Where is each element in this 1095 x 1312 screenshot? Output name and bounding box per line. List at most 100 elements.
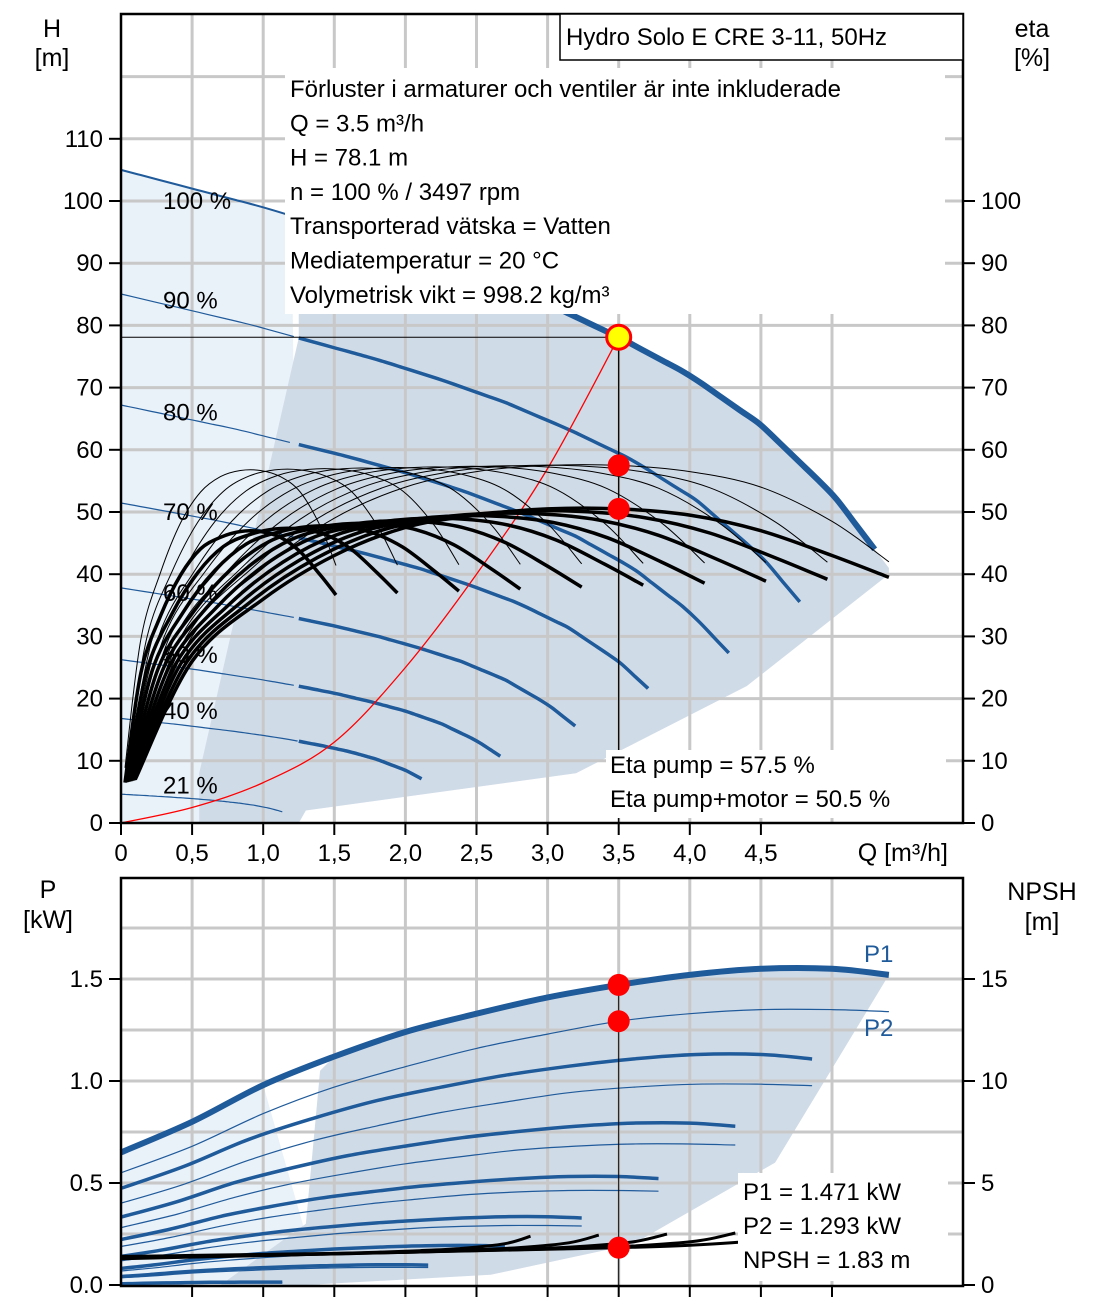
npsh-text: NPSH = 1.83 m [743,1247,910,1274]
y-tick-label: 100 [63,188,103,215]
eta-pump-curve [125,468,398,768]
power-text-box [738,1173,948,1281]
x-tick-label: 3,5 [602,840,635,867]
p1-curve-50 [120,1243,505,1271]
info-lines: Förluster i armaturer och ventiler är in… [290,76,841,309]
y-tick-label: 110 [65,126,103,153]
p-tick-label: 0.5 [70,1170,103,1197]
eta-curves [123,464,890,783]
head-curve-60 [298,616,577,728]
p1-curve-label: P1 [864,941,893,968]
power-curves [119,965,890,1286]
y-tick-label: 60 [76,437,103,464]
y-tick-label: 0 [90,810,103,837]
p2-curve-70 [120,1189,659,1248]
npsh-tick-label: 5 [981,1170,994,1197]
top-plot-frame [119,12,965,825]
p1-text: P1 = 1.471 kW [743,1179,901,1206]
x-tick-label: 3,0 [531,840,564,867]
y2-tick-label: 80 [981,312,1008,339]
speed-label: 90 % [163,288,218,315]
p2-marker [607,1010,630,1033]
info-line: Transporterad vätska = Vatten [290,213,611,240]
npsh-marker [607,1236,630,1259]
y2-axis-label-eta: eta [1015,15,1050,43]
x-tick-label: 0 [114,840,127,867]
top-axis-ticks: 0 0,5 1,0 1,5 2,0 2,5 3,0 3,5 4,0 4,5 0 10 20 30 40 50 6… [63,126,1021,867]
y-axis-unit-m: [m] [35,44,70,72]
speed-label: 40 % [163,698,218,725]
p2-curve-40 [120,1266,429,1279]
y-tick-label: 80 [76,312,103,339]
y2-tick-label: 60 [981,437,1008,464]
p2-curve-60 [120,1224,582,1262]
head-curve-thin [120,793,283,813]
p-tick-label: 1.5 [70,966,103,993]
x-tick-label: 4,5 [744,840,777,867]
speed-label: 60 % [163,580,218,607]
y2-tick-label: 40 [981,561,1008,588]
npsh-curve [120,1234,531,1261]
eta-total-text: Eta pump+motor = 50.5 % [610,786,890,813]
duty-point-marker [605,323,633,351]
p2-curve-100 [120,1008,889,1174]
info-line: H = 78.1 m [290,145,408,172]
info-line: Mediatemperatur = 20 °C [290,248,559,275]
head-curve-thin [120,293,294,338]
bottom-axis-ticks: 0.0 0.5 1.0 1.5 0 5 10 15 [70,966,1008,1299]
eta-text-box [606,750,946,818]
eta-pump-curve [133,464,828,768]
y-tick-label: 50 [76,499,103,526]
info-box [285,68,945,314]
eta-pump-curve [129,466,583,768]
y-axis-label-h: H [43,15,61,43]
y2-tick-label: 30 [981,623,1008,650]
y2-tick-label: 0 [981,810,994,837]
eta-total-curve [124,526,399,783]
p2-curve-90 [120,1083,813,1204]
y-tick-label: 70 [76,375,103,402]
x-tick-label: 2,5 [460,840,493,867]
info-line: Volymetrisk vikt = 998.2 kg/m³ [290,282,609,309]
operating-point-markers [605,323,633,520]
y-tick-label: 40 [76,561,103,588]
p-axis-label: P [40,876,57,904]
power-operating-markers [607,973,630,1259]
speed-labels: 100 % 90 % 80 % 70 % 60 % 50 % 40 % 21 % [163,188,231,800]
p1-curve-80 [120,1120,736,1219]
p2-curve-label: P2 [864,1015,893,1042]
speed-label: 21 % [163,773,218,800]
eta-pump-curve [124,469,337,768]
y2-tick-label: 70 [981,375,1008,402]
eta-pump-text: Eta pump = 57.5 % [610,752,815,779]
system-curve [120,336,620,824]
eta-total-curve [126,521,522,782]
p1-marker [607,973,630,996]
head-curve-90 [298,336,802,604]
y2-tick-label: 10 [981,748,1008,775]
p2-curve-21 [120,1281,283,1285]
eta-pump-marker [607,454,630,477]
y-tick-label: 90 [76,250,103,277]
head-eta-panel: 0 0,5 1,0 1,5 2,0 2,5 3,0 3,5 4,0 4,5 0 10 20 30 40 50 6… [35,12,1050,867]
p-tick-label: 0.0 [70,1272,103,1299]
p-axis-unit: [kW] [23,906,73,934]
head-curve-50 [298,684,502,758]
info-line: Förluster i armaturer och ventiler är in… [290,76,841,103]
y2-axis-unit-pct: [%] [1014,44,1050,72]
p2-text: P2 = 1.293 kW [743,1213,901,1240]
power-npsh-panel: 0.0 0.5 1.0 1.5 0 5 10 15 P [kW] NPSH [m] P1 P2… [23,876,1077,1299]
info-line: Q = 3.5 m³/h [290,110,424,137]
speed-label: 50 % [163,642,218,669]
y-tick-label: 20 [76,686,103,713]
y2-tick-label: 90 [981,250,1008,277]
head-curve-40 [298,739,423,781]
eta-total-curve [123,529,338,783]
title-box [559,13,964,61]
x-tick-label: 1,0 [247,840,280,867]
p1-curve-90 [120,1052,813,1190]
eta-pump-curve [131,465,705,768]
npsh-tick-label: 15 [981,966,1008,993]
head-curve-thin [120,404,291,443]
